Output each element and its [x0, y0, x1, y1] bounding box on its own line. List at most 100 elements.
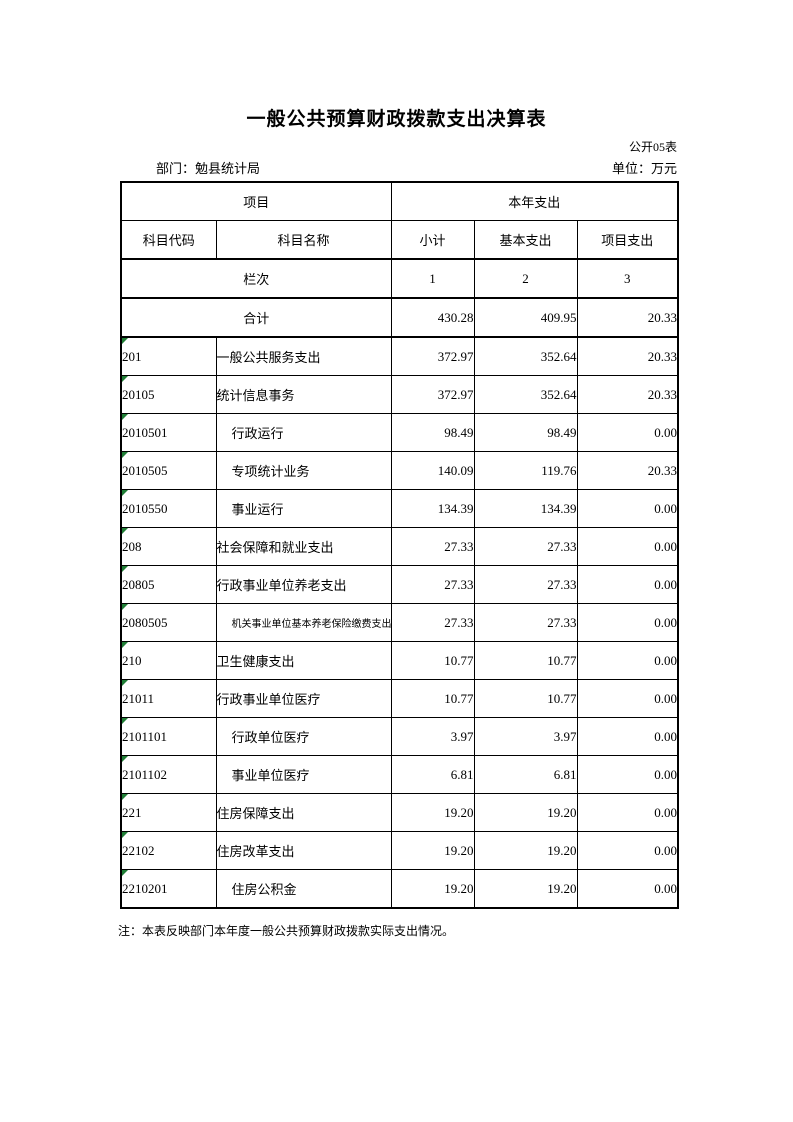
table-row: 201 一般公共服务支出 372.97 352.64 20.33 — [120, 336, 679, 376]
subject-code-cell: 210 — [120, 641, 217, 680]
table-row: 2101101 行政单位医疗 3.97 3.97 0.00 — [120, 717, 679, 756]
header-subject-code: 科目代码 — [120, 220, 217, 260]
value-project: 0.00 — [576, 831, 679, 870]
value-subtotal: 27.33 — [390, 527, 475, 566]
subject-code-cell: 221 — [120, 793, 217, 832]
cell-corner-triangle-icon — [122, 338, 128, 344]
cell-corner-triangle-icon — [122, 870, 128, 876]
value-project: 0.00 — [576, 565, 679, 604]
value-project: 0.00 — [576, 603, 679, 642]
value-basic: 352.64 — [473, 375, 578, 414]
subject-code-cell: 208 — [120, 527, 217, 566]
subject-code-cell: 22102 — [120, 831, 217, 870]
value-project: 0.00 — [576, 641, 679, 680]
subject-code-cell: 2010550 — [120, 489, 217, 528]
subject-name: 行政运行 — [215, 413, 392, 452]
subject-code: 2010505 — [122, 462, 168, 478]
total-label: 合计 — [120, 297, 392, 338]
value-project: 0.00 — [576, 755, 679, 794]
cell-corner-triangle-icon — [122, 414, 128, 420]
subject-code: 221 — [122, 804, 142, 820]
value-basic: 352.64 — [473, 336, 578, 376]
value-basic: 6.81 — [473, 755, 578, 794]
value-subtotal: 3.97 — [390, 717, 475, 756]
value-basic: 19.20 — [473, 831, 578, 870]
value-subtotal: 372.97 — [390, 336, 475, 376]
value-project: 0.00 — [576, 869, 679, 909]
value-basic: 19.20 — [473, 869, 578, 909]
header-project: 项目 — [120, 181, 392, 221]
table-row: 20105 统计信息事务 372.97 352.64 20.33 — [120, 375, 679, 414]
value-basic: 119.76 — [473, 451, 578, 490]
value-subtotal: 19.20 — [390, 869, 475, 909]
value-basic: 19.20 — [473, 793, 578, 832]
subject-code: 2210201 — [122, 880, 168, 896]
value-basic: 10.77 — [473, 679, 578, 718]
header-current-year-expenditure: 本年支出 — [390, 181, 679, 221]
value-basic: 27.33 — [473, 565, 578, 604]
subject-name: 社会保障和就业支出 — [215, 527, 392, 566]
value-subtotal: 372.97 — [390, 375, 475, 414]
value-project: 20.33 — [576, 336, 679, 376]
value-subtotal: 19.20 — [390, 793, 475, 832]
subject-code-cell: 2080505 — [120, 603, 217, 642]
value-project: 0.00 — [576, 793, 679, 832]
value-subtotal: 98.49 — [390, 413, 475, 452]
subject-code-cell: 21011 — [120, 679, 217, 718]
value-project: 20.33 — [576, 375, 679, 414]
table-row: 208 社会保障和就业支出 27.33 27.33 0.00 — [120, 527, 679, 566]
column-index-3: 3 — [576, 258, 679, 299]
value-subtotal: 19.20 — [390, 831, 475, 870]
header-row-2: 科目代码 科目名称 小计 基本支出 项目支出 — [120, 220, 679, 260]
subject-code-cell: 20805 — [120, 565, 217, 604]
table-row: 2010505 专项统计业务 140.09 119.76 20.33 — [120, 451, 679, 490]
table-row: 221 住房保障支出 19.20 19.20 0.00 — [120, 793, 679, 832]
value-subtotal: 10.77 — [390, 641, 475, 680]
value-project: 0.00 — [576, 679, 679, 718]
subject-code-cell: 2101102 — [120, 755, 217, 794]
value-project: 0.00 — [576, 527, 679, 566]
subject-code: 2010501 — [122, 424, 168, 440]
table-row: 2010550 事业运行 134.39 134.39 0.00 — [120, 489, 679, 528]
subject-name: 住房改革支出 — [215, 831, 392, 870]
value-basic: 98.49 — [473, 413, 578, 452]
cell-corner-triangle-icon — [122, 490, 128, 496]
table-row: 2101102 事业单位医疗 6.81 6.81 0.00 — [120, 755, 679, 794]
table-row: 20805 行政事业单位养老支出 27.33 27.33 0.00 — [120, 565, 679, 604]
column-index-1: 1 — [390, 258, 475, 299]
column-index-row: 栏次 1 2 3 — [120, 258, 679, 299]
cell-corner-triangle-icon — [122, 794, 128, 800]
subject-name: 机关事业单位基本养老保险缴费支出 — [215, 603, 392, 642]
footnote: 注：本表反映部门本年度一般公共预算财政拨款实际支出情况。 — [118, 924, 455, 938]
subject-name: 行政事业单位医疗 — [215, 679, 392, 718]
value-subtotal: 134.39 — [390, 489, 475, 528]
page-title: 一般公共预算财政拨款支出决算表 — [246, 109, 547, 130]
subject-code-cell: 2101101 — [120, 717, 217, 756]
subject-code-cell: 2210201 — [120, 869, 217, 909]
value-basic: 27.33 — [473, 603, 578, 642]
subject-name: 事业运行 — [215, 489, 392, 528]
value-basic: 3.97 — [473, 717, 578, 756]
cell-corner-triangle-icon — [122, 376, 128, 382]
value-basic: 27.33 — [473, 527, 578, 566]
value-subtotal: 6.81 — [390, 755, 475, 794]
cell-corner-triangle-icon — [122, 718, 128, 724]
value-project: 0.00 — [576, 489, 679, 528]
subject-code: 2010550 — [122, 500, 168, 516]
cell-corner-triangle-icon — [122, 566, 128, 572]
header-basic-expenditure: 基本支出 — [473, 220, 578, 260]
value-subtotal: 10.77 — [390, 679, 475, 718]
unit-label: 单位：万元 — [611, 161, 677, 176]
total-basic: 409.95 — [473, 297, 578, 338]
subject-name: 住房公积金 — [215, 869, 392, 909]
header-row-1: 项目 本年支出 — [120, 181, 679, 221]
total-row: 合计 430.28 409.95 20.33 — [120, 297, 679, 338]
cell-corner-triangle-icon — [122, 604, 128, 610]
subject-code-cell: 20105 — [120, 375, 217, 414]
header-subtotal: 小计 — [390, 220, 475, 260]
table-area: 公开05表 部门：勉县统计局 单位：万元 项目 本年支出 科目代码 科目名称 — [118, 138, 680, 939]
subject-code: 21011 — [122, 690, 155, 706]
subject-code: 210 — [122, 652, 142, 668]
department-label: 部门：勉县统计局 — [156, 161, 261, 176]
table-row: 22102 住房改革支出 19.20 19.20 0.00 — [120, 831, 679, 870]
